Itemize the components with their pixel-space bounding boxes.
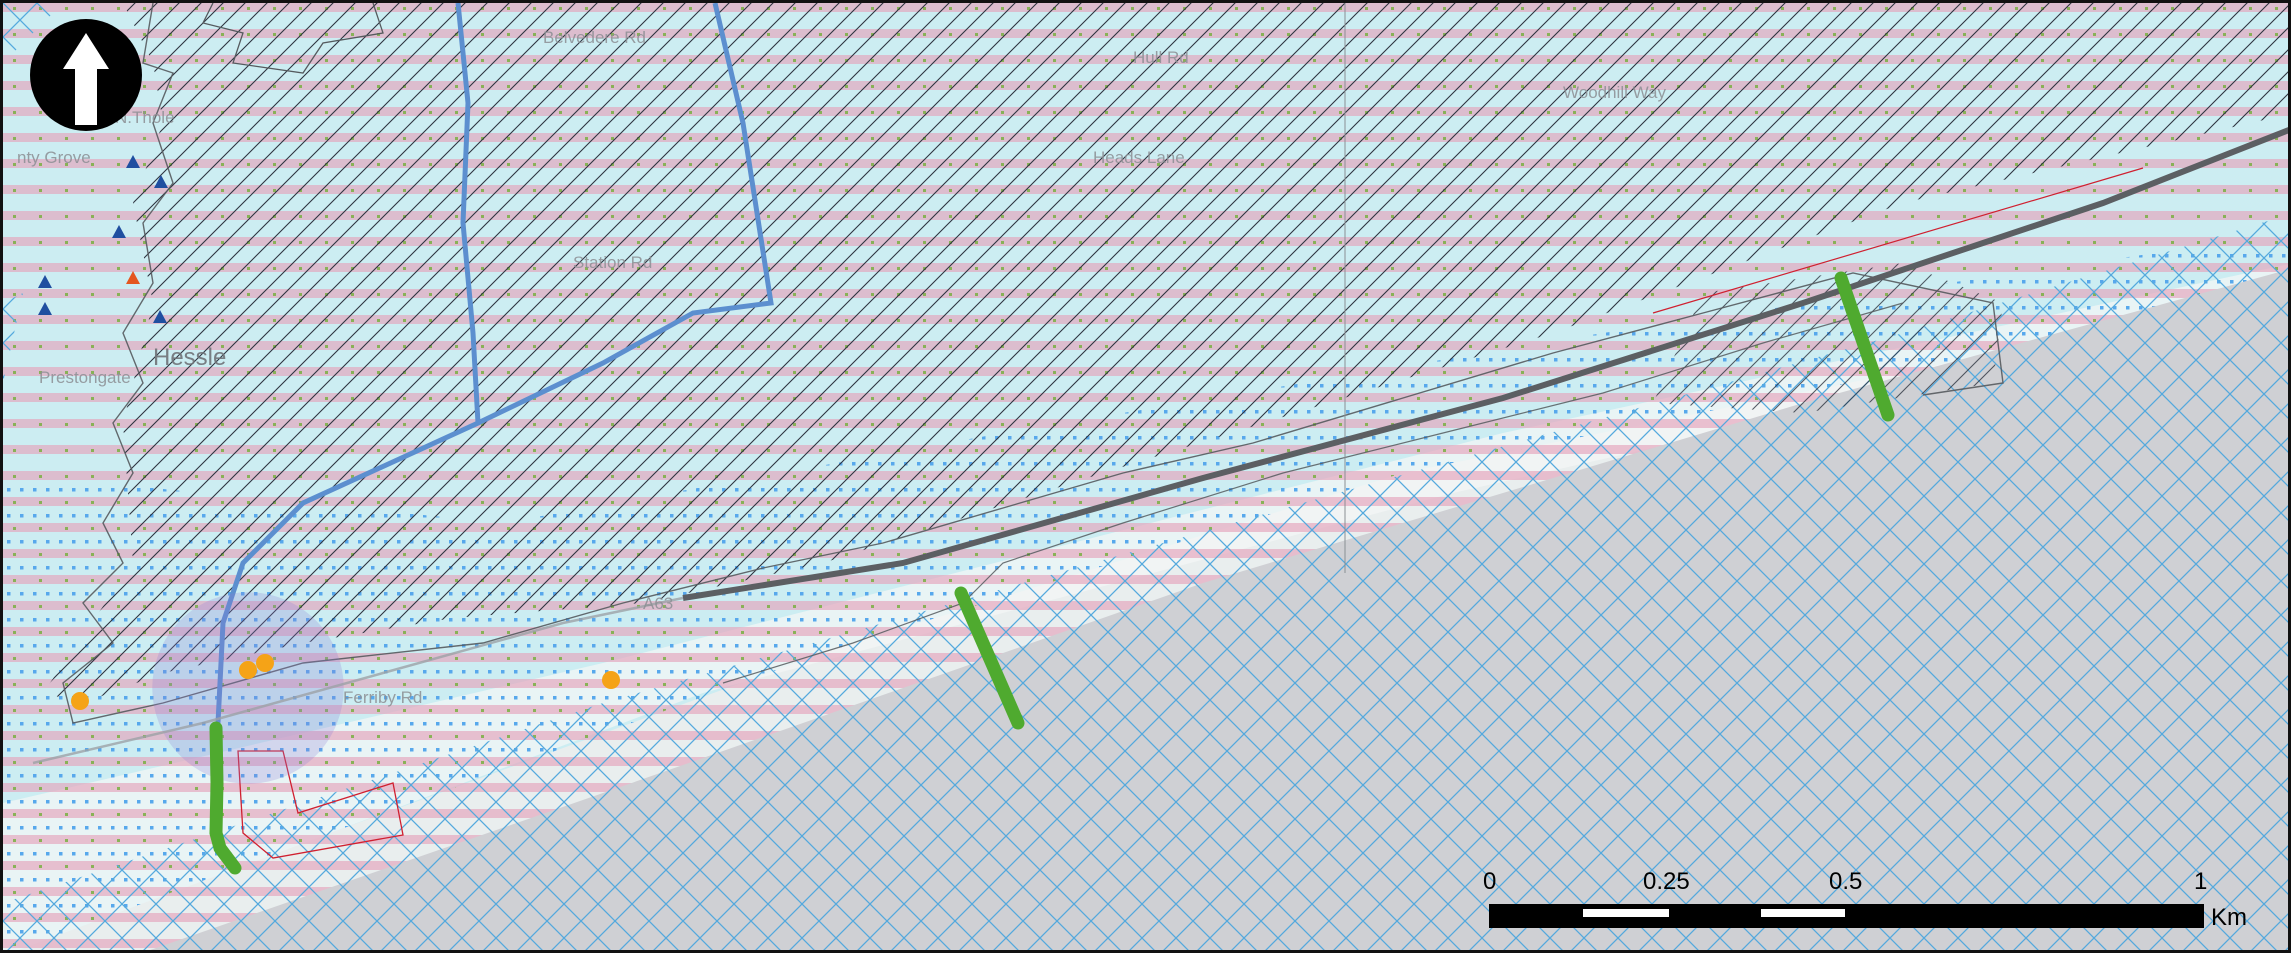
blue-boundary-east — [476, 3, 774, 426]
road-label-a63: A63 — [643, 594, 673, 613]
flood-extent-outline — [62, 3, 2004, 724]
town-label-hessle: Hessle — [153, 344, 226, 371]
blue-triangle[interactable] — [154, 175, 168, 188]
orange-triangle[interactable] — [126, 271, 140, 284]
a63-road-west — [32, 596, 684, 765]
map-canvas[interactable]: Hessle A63 Prestongate Belvedere Rd nty … — [3, 3, 2291, 953]
green-transect-1[interactable] — [209, 721, 242, 875]
scale-tick-label: 1 — [2194, 868, 2207, 895]
scale-tick-label: 0.5 — [1829, 868, 1862, 895]
road-label-northolme: N.Thole — [115, 108, 175, 127]
orange-point[interactable] — [256, 654, 274, 672]
road-label-prestongate: Prestongate — [39, 368, 131, 387]
road-label-heads: Heads Lane — [1093, 148, 1185, 167]
diagonal-hatch-strip — [1653, 263, 2003, 413]
crosshatch-strip-left — [3, 3, 63, 383]
blue-triangle[interactable] — [38, 302, 52, 315]
road-label-belvedere: Belvedere Rd — [543, 28, 646, 47]
blue-triangle[interactable] — [112, 225, 126, 238]
road-label-station: Station Rd — [573, 253, 652, 272]
north-arrow-icon — [30, 19, 142, 131]
red-site-outline — [237, 750, 404, 859]
blue-triangle[interactable] — [153, 310, 167, 323]
scale-tick-label: 0 — [1483, 868, 1496, 895]
road-label-grove: nty Grove — [17, 148, 91, 167]
settlement-outline — [202, 3, 384, 74]
scale-unit-label: Km — [2211, 904, 2247, 931]
scale-bar: 0 0.25 0.5 1 Km — [1483, 868, 2247, 931]
blue-triangle[interactable] — [38, 275, 52, 288]
buffer-circle — [152, 592, 344, 784]
blue-triangle[interactable] — [126, 155, 140, 168]
orange-point[interactable] — [71, 692, 89, 710]
road-label-hull: Hull Rd — [1133, 48, 1189, 67]
scale-tick-label: 0.25 — [1643, 868, 1690, 895]
flood-extent-outline-2 — [722, 302, 1904, 684]
road-label-woodhill: Woodhill Way — [1563, 83, 1666, 102]
a63-road — [682, 127, 2288, 601]
green-transect-2[interactable] — [954, 586, 1025, 730]
road-label-ferriby: Ferriby Rd — [343, 688, 422, 707]
red-site-line — [1652, 167, 2144, 314]
orange-point[interactable] — [602, 671, 620, 689]
green-transect-3[interactable] — [1834, 271, 1895, 422]
diagonal-hatch-zone — [43, 3, 2288, 703]
orange-point[interactable] — [239, 661, 257, 679]
